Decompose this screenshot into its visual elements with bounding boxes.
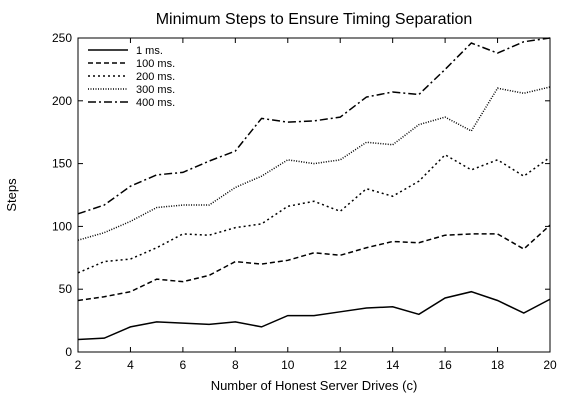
y-axis-label: Steps [4,178,19,212]
x-tick-label: 6 [180,358,187,372]
legend-label: 400 ms. [136,97,175,109]
y-tick-label: 200 [52,94,72,108]
legend-label: 1 ms. [136,45,163,57]
x-tick-label: 14 [386,358,400,372]
legend-label: 300 ms. [136,84,175,96]
legend-label: 200 ms. [136,71,175,83]
chart-title: Minimum Steps to Ensure Timing Separatio… [156,11,473,28]
series-line [77,153,551,274]
legend-label: 100 ms. [136,58,175,70]
series-line [77,86,551,241]
x-tick-label: 4 [127,358,134,372]
y-tick-label: 0 [65,345,72,359]
x-tick-label: 16 [438,358,452,372]
x-tick-label: 10 [281,358,295,372]
series-line [77,224,551,302]
plot-frame [77,37,551,353]
x-tick-label: 20 [543,358,557,372]
y-tick-label: 150 [52,157,72,171]
x-tick-label: 2 [75,358,82,372]
x-axis-label: Number of Honest Server Drives (c) [211,378,418,393]
y-tick-label: 100 [52,219,72,233]
series-line [77,37,551,215]
x-tick-label: 18 [491,358,505,372]
y-tick-label: 250 [52,31,72,45]
x-tick-label: 8 [232,358,239,372]
x-tick-label: 12 [334,358,348,372]
y-tick-label: 50 [59,282,73,296]
series-line [77,290,551,341]
